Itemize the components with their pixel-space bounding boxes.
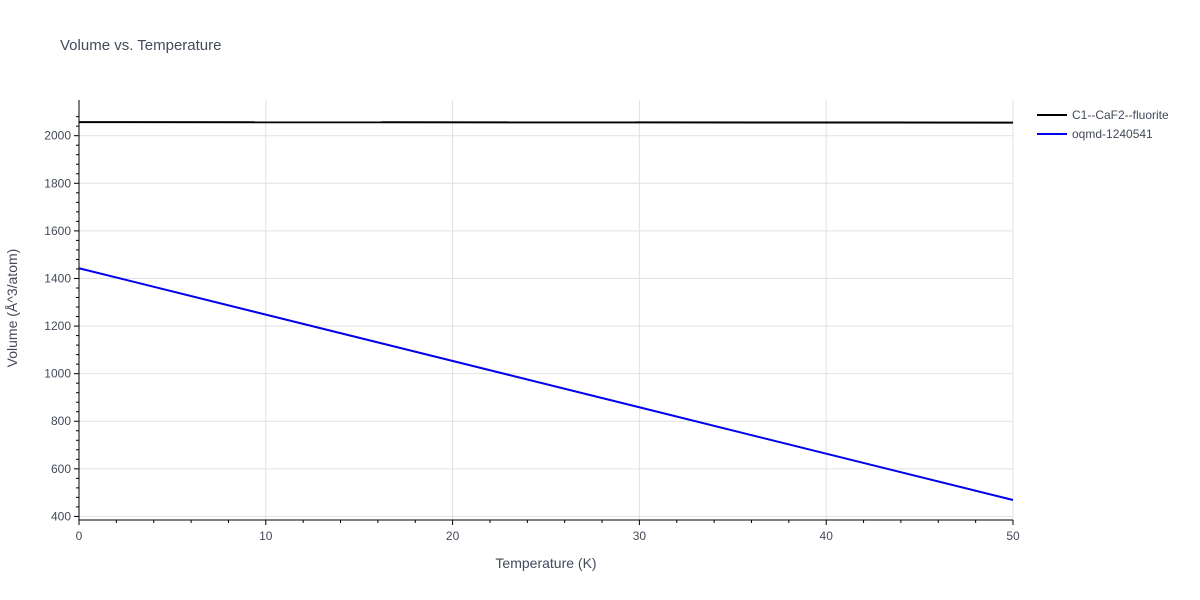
y-tick-label: 2000 — [44, 129, 71, 143]
x-tick-label: 50 — [1006, 529, 1020, 543]
x-tick-label: 40 — [820, 529, 834, 543]
y-tick-label: 1600 — [44, 224, 71, 238]
y-tick-label: 600 — [51, 462, 71, 476]
axes: 0 10 20 30 40 50 400 600 800 1000 1200 1400 1600 1800… — [44, 100, 1020, 543]
y-tick-label: 400 — [51, 509, 71, 523]
y-axis-title: Volume (Å^3/atom) — [4, 249, 20, 368]
legend[interactable]: C1--CaF2--fluorite oqmd-1240541 — [1037, 108, 1169, 141]
x-tick-label: 0 — [76, 529, 83, 543]
grid — [79, 100, 1014, 520]
x-axis-title: Temperature (K) — [495, 555, 596, 571]
x-tick-label: 20 — [446, 529, 460, 543]
series-line-2 — [78, 267, 1014, 501]
y-tick-label: 1200 — [44, 319, 71, 333]
y-tick-label: 1000 — [44, 367, 71, 381]
x-tick-label: 10 — [259, 529, 273, 543]
y-tick-label: 1400 — [44, 271, 71, 285]
y-tick-label: 800 — [51, 414, 71, 428]
y-tick-label: 1800 — [44, 176, 71, 190]
legend-label: C1--CaF2--fluorite — [1072, 108, 1169, 122]
chart-title: Volume vs. Temperature — [60, 37, 221, 54]
legend-label: oqmd-1240541 — [1072, 127, 1153, 141]
series-layer — [78, 121, 1014, 501]
x-tick-label: 30 — [633, 529, 647, 543]
